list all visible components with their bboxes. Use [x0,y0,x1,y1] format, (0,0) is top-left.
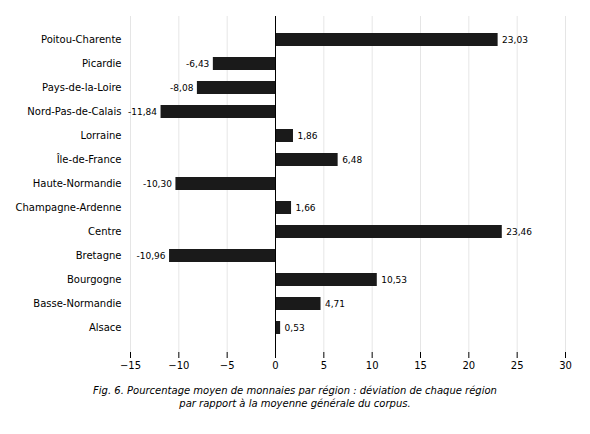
svg-text:5: 5 [321,360,327,371]
svg-text:-11,84: -11,84 [128,107,157,117]
svg-text:Basse-Normandie: Basse-Normandie [33,298,121,309]
svg-text:-8,08: -8,08 [170,83,194,93]
svg-text:4,71: 4,71 [325,299,345,309]
svg-text:Île-de-France: Île-de-France [56,153,122,165]
svg-text:1,86: 1,86 [297,131,317,141]
svg-text:Pays-de-la-Loire: Pays-de-la-Loire [42,82,121,93]
svg-text:15: 15 [414,360,427,371]
svg-text:Poitou-Charente: Poitou-Charente [41,34,121,45]
svg-text:23,03: 23,03 [502,35,528,45]
svg-text:Alsace: Alsace [89,322,122,333]
svg-text:23,46: 23,46 [506,227,532,237]
svg-text:6,48: 6,48 [342,155,362,165]
svg-text:-6,43: -6,43 [186,59,209,69]
svg-text:Picardie: Picardie [82,58,121,69]
svg-text:Champagne-Ardenne: Champagne-Ardenne [16,202,122,213]
svg-text:30: 30 [559,360,572,371]
svg-text:Centre: Centre [88,226,121,237]
svg-text:1,66: 1,66 [296,203,316,213]
html-text:par rapport à la moyenne génér: par rapport à la moyenne générale du cor… [179,398,411,409]
svg-text:Haute-Normandie: Haute-Normandie [33,178,122,189]
html-text:Fig. 6. Pourcentage moyen de m: Fig. 6. Pourcentage moyen de monnaies pa… [93,385,497,396]
svg-text:-10,96: -10,96 [137,251,166,261]
svg-text:20: 20 [462,360,475,371]
svg-text:−5: −5 [220,360,235,371]
svg-text:Nord-Pas-de-Calais: Nord-Pas-de-Calais [27,106,121,117]
svg-text:10,53: 10,53 [381,275,407,285]
svg-text:0: 0 [272,360,278,371]
svg-text:Bretagne: Bretagne [76,250,122,261]
svg-text:0,53: 0,53 [285,323,305,333]
svg-text:Lorraine: Lorraine [81,130,122,141]
svg-text:-10,30: -10,30 [143,179,172,189]
svg-text:−15: −15 [120,360,141,371]
svg-text:−10: −10 [168,360,189,371]
svg-text:10: 10 [366,360,379,371]
svg-text:25: 25 [511,360,524,371]
svg-text:Bourgogne: Bourgogne [67,274,122,285]
